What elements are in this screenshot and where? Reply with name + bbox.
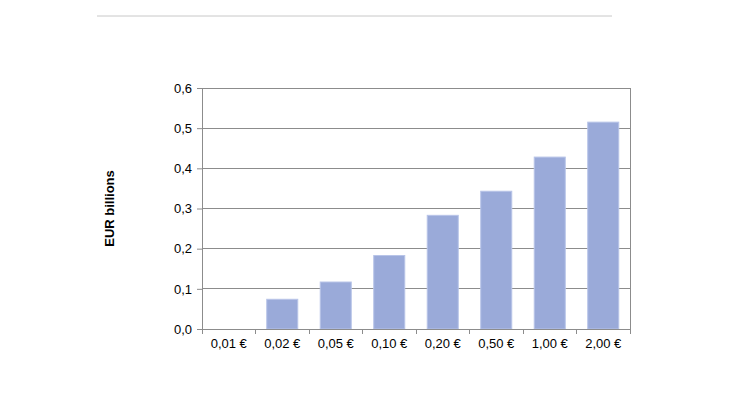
grid-line [202,288,630,289]
category-separators [202,329,630,334]
x-axis: 0,01 € 0,02 € 0,05 € 0,10 € 0,20 € 0,50 € 1,00… [203,329,631,351]
plot: 0,00,10,20,30,40,50,60,01 €0,02 €0,05 €0… [174,81,631,352]
y-tick: 0,6 [174,81,202,96]
grid-line [202,168,630,169]
y-tick-label: 0,0 [174,322,192,337]
grid [202,88,630,329]
x-tick: 0,05 € [318,329,355,351]
y-tick-mark [197,88,202,89]
bar [267,299,298,329]
plot-frame [202,88,630,329]
x-tick-label: 2,00 € [585,336,622,351]
y-tick-mark [197,209,202,210]
y-axis: 0,0 0,1 0,2 0,3 0,4 0,5 0,6 [174,81,203,337]
grid-line [202,128,630,129]
bar [534,157,565,329]
category-separator [576,329,577,334]
y-tick-label: 0,6 [174,81,192,96]
x-tick-label: 0,10 € [371,336,408,351]
x-tick: 2,00 € [585,329,622,351]
category-separator [630,329,631,334]
y-tick-label: 0,5 [174,121,192,136]
y-tick: 0,2 [174,241,202,256]
y-tick: 0,4 [174,161,202,176]
y-axis-line [202,89,203,330]
category-separator [416,329,417,334]
category-separator [309,329,310,334]
x-tick: 0,02 € [264,329,301,351]
y-tick-mark [197,329,202,330]
y-tick: 0,0 [174,322,202,337]
x-tick: 0,20 € [425,329,462,351]
category-separator [523,329,524,334]
y-tick-mark [197,249,202,250]
bar [427,215,458,329]
y-tick-mark [197,289,202,290]
y-tick-label: 0,2 [174,241,192,256]
category-separator [469,329,470,334]
x-tick: 1,00 € [532,329,569,351]
category-separator [202,329,203,334]
bar [481,191,512,329]
bar [374,255,405,329]
grid-line [202,248,630,249]
x-tick-label: 0,50 € [478,336,515,351]
x-tick-label: 0,02 € [264,336,301,351]
x-tick: 0,01 € [211,329,248,351]
x-tick-label: 0,01 € [211,336,248,351]
bar [588,122,619,329]
y-tick-label: 0,4 [174,161,192,176]
y-axis-title: EUR billions [102,170,117,247]
chart: 0,00,10,20,30,40,50,60,01 €0,02 €0,05 €0… [0,0,730,410]
y-tick-label: 0,1 [174,281,192,296]
y-tick-mark [197,128,202,129]
grid-line [202,208,630,209]
bars [267,122,619,329]
x-tick: 0,10 € [371,329,408,351]
y-tick: 0,1 [174,281,202,296]
x-tick-label: 0,20 € [425,336,462,351]
x-tick-label: 0,05 € [318,336,355,351]
x-tick-label: 1,00 € [532,336,569,351]
y-tick: 0,3 [174,201,202,216]
header-rule [97,16,612,17]
y-tick-mark [197,168,202,169]
category-separator [255,329,256,334]
bar [213,329,244,330]
bar [320,282,351,329]
y-tick-label: 0,3 [174,201,192,216]
category-separator [362,329,363,334]
x-tick: 0,50 € [478,329,515,351]
y-tick: 0,5 [174,121,202,136]
